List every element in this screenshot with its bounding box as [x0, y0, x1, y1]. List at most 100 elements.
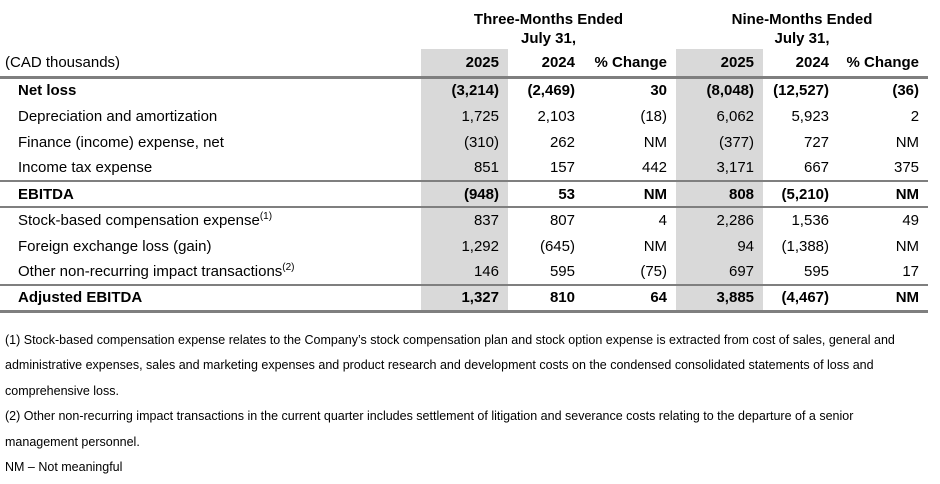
footnotes: (1) Stock-based compensation expense rel… — [0, 313, 940, 481]
table-row: Finance (income) expense, net (310) 262 NM (… — [0, 129, 928, 155]
cell-value: 4 — [658, 212, 668, 229]
cell-value: 64 — [584, 284, 677, 313]
cell-value: 94 — [676, 233, 764, 259]
cell-value: 1,536 — [791, 212, 830, 229]
cell-value: 3,885 — [676, 284, 764, 313]
nine-months-header: Nine-Months Ended — [731, 11, 873, 28]
cell-value: 807 — [549, 212, 575, 229]
cell-value: 1,292 — [421, 233, 508, 259]
cell-value: 157 — [549, 159, 575, 176]
cell-value: 3,171 — [676, 155, 764, 181]
cell-value: 262 — [549, 133, 575, 151]
cell-value: (12,527) — [773, 82, 830, 100]
spacer-cell — [0, 4, 421, 28]
table-row: Stock-based compensation expense(1) 837 80… — [0, 207, 928, 233]
table-body: Net loss (3,214) (2,469) 30 (8,048) (12,527) (… — [0, 77, 929, 313]
row-label: Adjusted EBITDA — [0, 284, 421, 313]
three-months-date: July 31, — [520, 30, 577, 47]
footnote-line: administrative expenses, sales and marke… — [5, 358, 874, 372]
cell-value: 17 — [902, 263, 920, 280]
column-header-row: (CAD thousands) 2025 2024 % Change 2025 … — [0, 49, 929, 79]
cell-value: 595 — [803, 263, 830, 280]
cell-value: (18) — [640, 107, 668, 125]
col-header-9m-pct-change: % Change — [838, 49, 929, 79]
col-header-9m-2025: 2025 — [676, 49, 764, 79]
cell-value: NM — [584, 180, 677, 208]
cell-value: 442 — [641, 159, 668, 176]
table-row: Income tax expense 851 157 442 3,171 667 375 — [0, 155, 928, 181]
cell-value: (645) — [539, 237, 575, 255]
currency-note: (CAD thousands) — [0, 49, 421, 79]
footnote-line: comprehensive loss. — [5, 383, 119, 398]
col-header-3m-pct-change: % Change — [584, 49, 677, 79]
cell-value: 2 — [910, 107, 920, 125]
row-label: Net loss — [18, 82, 77, 100]
cell-value: (4,467) — [763, 284, 839, 313]
footnote-marker: (1) — [259, 211, 273, 222]
col-header-9m-2024: 2024 — [763, 49, 839, 79]
cell-value: 808 — [676, 180, 764, 208]
cell-value: (948) — [421, 180, 508, 208]
three-months-header: Three-Months Ended — [473, 11, 624, 28]
cell-value: 837 — [421, 207, 508, 233]
cell-value: (377) — [676, 129, 764, 155]
col-header-3m-2024: 2024 — [508, 49, 584, 79]
cell-value: 5,923 — [791, 107, 830, 125]
cell-value: 6,062 — [676, 103, 764, 129]
cell-value: 1,725 — [421, 103, 508, 129]
table-row: EBITDA (948) 53 NM 808 (5,210) NM — [0, 180, 929, 208]
table-row: Adjusted EBITDA 1,327 810 64 3,885 (4,467) NM — [0, 284, 929, 313]
row-label: Stock-based compensation expense(1) — [18, 211, 273, 230]
footnote-line: NM – Not meaningful — [5, 460, 123, 474]
row-label: Other non-recurring impact transactions(… — [18, 262, 295, 281]
spacer-cell — [0, 28, 421, 49]
nine-months-date: July 31, — [774, 30, 830, 47]
cell-value: (3,214) — [421, 77, 508, 103]
row-label: Depreciation and amortization — [18, 107, 218, 125]
period-date-row: July 31, July 31, — [0, 28, 928, 49]
cell-value: 727 — [803, 133, 830, 151]
cell-value: 2,103 — [537, 107, 575, 125]
table-row: Other non-recurring impact transactions(… — [0, 259, 928, 285]
row-label: Income tax expense — [18, 159, 153, 176]
cell-value: NM — [838, 180, 929, 208]
row-label: EBITDA — [0, 180, 421, 208]
row-label: Foreign exchange loss (gain) — [18, 237, 212, 255]
cell-value: NM — [643, 237, 668, 255]
cell-value: 667 — [803, 159, 830, 176]
cell-value: 375 — [894, 159, 920, 176]
cell-value: NM — [838, 284, 929, 313]
table-header: Three-Months Ended Nine-Months Ended Jul… — [0, 4, 929, 79]
cell-value: NM — [895, 133, 920, 151]
cell-value: 697 — [676, 259, 764, 285]
cell-value: (1,388) — [781, 237, 830, 255]
footnote-line: management personnel. — [5, 434, 140, 449]
cell-value: 53 — [508, 180, 584, 208]
cell-value: NM — [643, 133, 668, 151]
footnote-line: (1) Stock-based compensation expense rel… — [5, 332, 895, 347]
cell-value: 49 — [902, 212, 920, 229]
period-header-row: Three-Months Ended Nine-Months Ended — [0, 4, 928, 28]
cell-value: (310) — [421, 129, 508, 155]
row-label: Finance (income) expense, net — [18, 133, 224, 151]
cell-value: (5,210) — [763, 180, 839, 208]
cell-value: (75) — [640, 263, 668, 280]
cell-value: 851 — [421, 155, 508, 181]
cell-value: 30 — [650, 82, 668, 100]
cell-value: (36) — [892, 82, 920, 100]
table-row: Foreign exchange loss (gain) 1,292 (645) NM… — [0, 233, 928, 259]
cell-value: 146 — [421, 259, 508, 285]
cell-value: 810 — [508, 284, 584, 313]
cell-value: (2,469) — [527, 82, 575, 100]
cell-value: 2,286 — [676, 207, 764, 233]
cell-value: (8,048) — [676, 77, 764, 103]
ebitda-reconciliation-table: Three-Months Ended Nine-Months Ended Jul… — [0, 4, 929, 313]
table-row: Net loss (3,214) (2,469) 30 (8,048) (12,527) (… — [0, 77, 928, 103]
cell-value: 1,327 — [421, 284, 508, 313]
footnote-marker: (2) — [282, 262, 295, 273]
footnote-line: (2) Other non-recurring impact transacti… — [5, 409, 854, 423]
cell-value: NM — [895, 237, 920, 255]
table-row: Depreciation and amortization 1,725 2,103 (… — [0, 103, 928, 129]
cell-value: 595 — [549, 263, 575, 280]
